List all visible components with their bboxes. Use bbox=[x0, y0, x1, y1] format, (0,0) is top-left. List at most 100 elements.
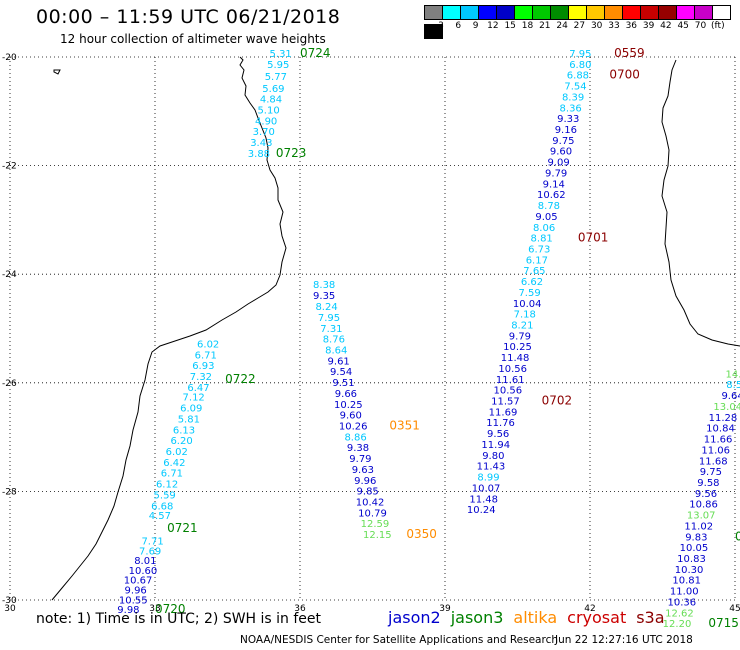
x-tick-label: 33 bbox=[149, 604, 160, 614]
wave-height-label: 11.06 bbox=[701, 445, 730, 456]
wave-height-label: 10.25 bbox=[503, 342, 532, 353]
wave-height-label: 9.75 bbox=[700, 467, 722, 478]
wave-height-label: 10.07 bbox=[472, 483, 501, 494]
pass-time-label: 0351 bbox=[389, 418, 420, 432]
wave-height-label: 3.70 bbox=[253, 127, 275, 138]
wave-height-label: 4.84 bbox=[260, 95, 282, 106]
wave-height-label: 10.42 bbox=[356, 498, 385, 509]
wave-height-label: 5.10 bbox=[257, 105, 279, 116]
wave-height-label: 6.17 bbox=[526, 255, 548, 266]
pass-time-label: 0723 bbox=[276, 146, 307, 160]
wave-height-label: 7.31 bbox=[320, 324, 342, 335]
wave-height-label: 11.57 bbox=[491, 397, 520, 408]
wave-height-label: 6.62 bbox=[521, 277, 543, 288]
wave-height-label: 10.56 bbox=[498, 364, 527, 375]
pass-time-label: 0700 bbox=[609, 68, 640, 82]
africa-coastline bbox=[51, 56, 287, 601]
wave-height-label: 9.05 bbox=[535, 212, 557, 223]
wave-height-label: 6.42 bbox=[163, 458, 185, 469]
wave-height-label: 6.93 bbox=[192, 361, 214, 372]
wave-height-label: 9.75 bbox=[552, 136, 574, 147]
wave-height-label: 5.95 bbox=[267, 60, 289, 71]
wave-height-label: 10.30 bbox=[675, 565, 704, 576]
wave-height-label: 12.15 bbox=[363, 530, 392, 541]
page-title: 00:00 – 11:59 UTC 06/21/2018 bbox=[36, 6, 341, 28]
wave-height-label: 13.07 bbox=[687, 511, 716, 522]
x-tick-label: 45 bbox=[729, 604, 740, 614]
wave-height-label: 4.90 bbox=[255, 116, 277, 127]
y-tick-label: -22 bbox=[2, 162, 17, 172]
legend-item-s3a: s3a bbox=[636, 608, 665, 627]
color-swatch bbox=[424, 24, 443, 39]
wave-height-label: 8.01 bbox=[134, 556, 156, 567]
wave-height-label: 9.61 bbox=[328, 356, 350, 367]
wave-height-label: 9.58 bbox=[697, 478, 719, 489]
legend-item-jason2: jason2 bbox=[388, 608, 441, 627]
pass-time-label: 0350 bbox=[406, 527, 437, 541]
wave-height-label: 9.80 bbox=[482, 451, 504, 462]
wave-height-label: 9.09 bbox=[547, 158, 569, 169]
wave-height-label: 9.96 bbox=[125, 585, 147, 596]
wave-height-label: 11.66 bbox=[704, 435, 733, 446]
legend-item-altika: altika bbox=[513, 608, 558, 627]
wave-height-label: 10.79 bbox=[358, 508, 387, 519]
y-tick-label: -28 bbox=[2, 487, 17, 497]
wave-height-label: 9.98 bbox=[117, 605, 139, 616]
wave-height-label: 9.14 bbox=[543, 179, 565, 190]
wave-height-label: 9.79 bbox=[349, 454, 371, 465]
pass-time-label: 0702 bbox=[542, 394, 573, 408]
y-tick-label: -24 bbox=[2, 270, 17, 280]
wave-height-label: 12.20 bbox=[663, 619, 692, 630]
wave-height-label: 9.16 bbox=[555, 125, 577, 136]
color-scale-label: 3 bbox=[438, 21, 444, 31]
wave-height-label: 6.80 bbox=[569, 60, 591, 71]
wave-height-label: 10.26 bbox=[339, 421, 368, 432]
wave-height-label: 11.69 bbox=[489, 407, 518, 418]
wave-height-label: 6.02 bbox=[166, 447, 188, 458]
wave-height-label: 9.66 bbox=[335, 389, 357, 400]
wave-height-label: 10.83 bbox=[677, 554, 706, 565]
wave-height-label: 9.51 bbox=[332, 378, 354, 389]
credit-line: NOAA/NESDIS Center for Satellite Applica… bbox=[240, 634, 558, 646]
pass-time-label: 0716 bbox=[735, 529, 740, 543]
wave-height-label: 5.69 bbox=[262, 84, 284, 95]
wave-height-label: 5.59 bbox=[154, 490, 176, 501]
wave-height-label: 10.84 bbox=[706, 424, 735, 435]
wave-height-label: 10.04 bbox=[513, 299, 542, 310]
pass-time-label: 0724 bbox=[300, 46, 331, 60]
wave-height-label: 10.55 bbox=[119, 595, 148, 606]
x-tick-label: 42 bbox=[584, 604, 595, 614]
wave-height-label: 7.95 bbox=[569, 49, 591, 60]
color-scale-label: 70 bbox=[694, 21, 707, 31]
color-scale-label: 45 bbox=[677, 21, 689, 31]
wave-height-label: 9.96 bbox=[354, 476, 376, 487]
pass-time-label: 0722 bbox=[225, 372, 256, 386]
wave-height-label: 5.31 bbox=[270, 49, 292, 60]
wave-height-label: 9.60 bbox=[340, 411, 362, 422]
pass-time-label: 0701 bbox=[578, 231, 609, 245]
wave-height-label: 7.65 bbox=[523, 266, 545, 277]
wave-height-label: 8.76 bbox=[323, 335, 345, 346]
wave-height-label: 8.64 bbox=[325, 345, 347, 356]
wave-height-label: 8.86 bbox=[344, 432, 366, 443]
wave-height-label: 9.83 bbox=[685, 532, 707, 543]
wave-height-label: 6.88 bbox=[567, 71, 589, 82]
wave-height-label: 11.76 bbox=[486, 418, 515, 429]
wave-height-label: 13.04 bbox=[713, 402, 740, 413]
pass-time-label: 0720 bbox=[155, 602, 186, 616]
color-scale-label: 30 bbox=[590, 21, 603, 31]
color-swatch bbox=[712, 5, 731, 20]
wave-height-label: 11.48 bbox=[501, 353, 530, 364]
wave-height-label: 7.95 bbox=[318, 313, 340, 324]
wave-height-label: 14.70 bbox=[726, 369, 740, 380]
wave-height-label: 7.71 bbox=[141, 537, 163, 548]
page-subtitle: 12 hour collection of altimeter wave hei… bbox=[60, 32, 326, 46]
wave-height-label: 12.62 bbox=[665, 608, 694, 619]
wave-height-label: 11.02 bbox=[684, 521, 713, 532]
wave-height-label: 10.56 bbox=[494, 386, 523, 397]
y-tick-label: -20 bbox=[2, 53, 17, 63]
wave-height-label: 10.24 bbox=[467, 505, 496, 516]
wave-height-label: 5.77 bbox=[265, 72, 287, 83]
wave-height-label: 9.79 bbox=[545, 168, 567, 179]
